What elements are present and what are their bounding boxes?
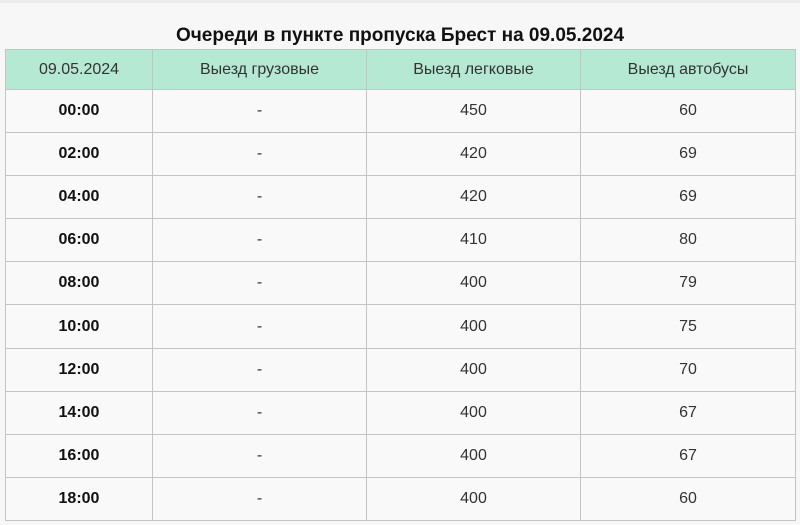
time-cell: 12:00 [5,347,153,392]
buses-cell: 69 [580,132,796,177]
buses-cell: 60 [580,88,796,134]
time-cell: 08:00 [5,261,153,306]
time-cell: 18:00 [5,476,153,521]
trucks-cell: - [152,261,367,306]
cars-cell: 420 [366,175,581,220]
cars-cell: 400 [366,304,581,349]
table-row: 10:00-400 75 [5,304,796,349]
time-cell: 10:00 [5,304,153,349]
buses-cell: 67 [580,433,796,478]
table-row: 18:00-400 60 [5,476,796,521]
trucks-cell: - [152,88,367,134]
trucks-cell: - [152,304,367,349]
top-divider [0,0,800,3]
column-header-buses: Выезд автобусы [580,49,796,90]
table-row: 12:00-400 70 [5,347,796,392]
buses-cell: 67 [580,390,796,435]
time-cell: 00:00 [5,88,153,134]
cars-cell: 450 [366,88,581,134]
table-row: 02:00-420 69 [5,132,796,177]
buses-cell: 70 [580,347,796,392]
trucks-cell: - [152,347,367,392]
trucks-cell: - [152,433,367,478]
time-cell: 02:00 [5,132,153,177]
buses-cell: 79 [580,261,796,306]
cars-cell: 400 [366,433,581,478]
queue-table: 09.05.2024 Выезд грузовые Выезд легковые… [5,49,796,521]
table-row: 04:00-420 69 [5,175,796,220]
table-header-row: 09.05.2024 Выезд грузовые Выезд легковые… [5,49,796,90]
buses-cell: 75 [580,304,796,349]
buses-cell: 80 [580,218,796,263]
time-cell: 14:00 [5,390,153,435]
trucks-cell: - [152,218,367,263]
buses-cell: 69 [580,175,796,220]
table-row: 14:00-400 67 [5,390,796,435]
table-row: 06:00-410 80 [5,218,796,263]
time-cell: 04:00 [5,175,153,220]
time-cell: 16:00 [5,433,153,478]
column-header-cars: Выезд легковые [366,49,581,90]
column-header-date: 09.05.2024 [5,49,153,90]
column-header-trucks: Выезд грузовые [152,49,367,90]
trucks-cell: - [152,390,367,435]
trucks-cell: - [152,175,367,220]
table-row: 16:00-400 67 [5,433,796,478]
table-row: 08:00-400 79 [5,261,796,306]
trucks-cell: - [152,476,367,521]
cars-cell: 400 [366,347,581,392]
table-row: 00:00-450 60 [5,88,796,134]
time-cell: 06:00 [5,218,153,263]
trucks-cell: - [152,132,367,177]
cars-cell: 420 [366,132,581,177]
buses-cell: 60 [580,476,796,521]
cars-cell: 400 [366,261,581,306]
cars-cell: 410 [366,218,581,263]
cars-cell: 400 [366,390,581,435]
page-title: Очереди в пункте пропуска Брест на 09.05… [175,25,625,46]
cars-cell: 400 [366,476,581,521]
